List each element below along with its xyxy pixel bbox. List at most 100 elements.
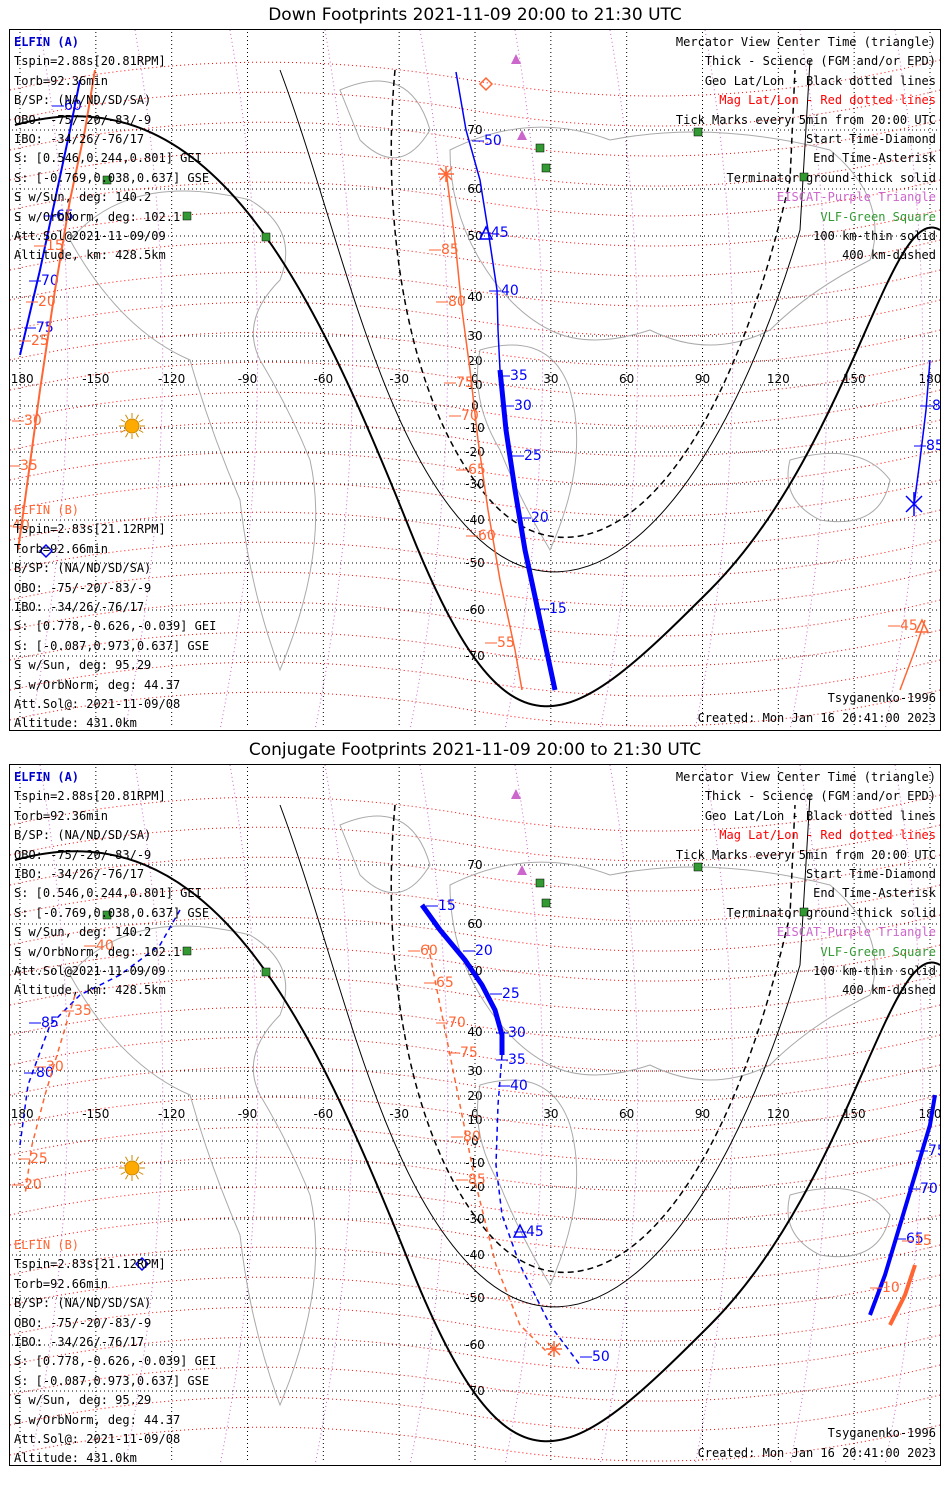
lon-label: 60	[619, 1107, 634, 1121]
sun-ray	[135, 414, 139, 420]
track-tick-label: 60	[478, 528, 496, 544]
track-tick-label: 55	[497, 635, 515, 651]
sc-b-line: B/SP: (NA/ND/SD/SA)	[14, 1296, 152, 1311]
track-tick-label: 85	[926, 438, 940, 454]
sc-a-line: S w/OrbNorm, deg: 102.1	[14, 209, 181, 224]
track-tick-label: 75	[928, 1143, 940, 1159]
sc-a-line: B/SP: (NA/ND/SD/SA)	[14, 828, 152, 843]
track-tick-label: 25	[502, 986, 520, 1002]
track-tick-label: 45	[491, 225, 509, 241]
mag-parallel	[10, 689, 940, 727]
track-b-west	[24, 994, 76, 1196]
track-b-west	[17, 69, 96, 551]
mag-meridian	[409, 30, 449, 730]
sc-b-line: Torb=92.66min	[14, 1276, 108, 1291]
diamond-icon	[478, 76, 494, 92]
track-tick-label: 35	[508, 1052, 526, 1068]
mag-parallel	[10, 1184, 940, 1222]
mag-parallel	[10, 914, 940, 952]
lon-label: 120	[767, 372, 790, 386]
sun-ray	[120, 1171, 126, 1175]
sc-a-line: Tspin=2.88s[20.81RPM]	[14, 54, 166, 69]
green-square-icon	[102, 175, 112, 185]
track-tick-label: 80	[932, 398, 940, 414]
track-tick-label: 75	[456, 375, 474, 391]
lat-label: -30	[465, 477, 485, 491]
mag-parallel	[10, 209, 940, 247]
mag-parallel	[10, 359, 940, 397]
track-a	[455, 71, 501, 371]
track-a-west	[19, 79, 81, 356]
coastline	[787, 452, 891, 523]
sc-b-line: S: [0.778,-0.626,-0.039] GEI	[14, 619, 217, 634]
mag-meridian	[884, 30, 924, 730]
coastline	[787, 1187, 891, 1258]
track-tick-label: 85	[41, 1015, 59, 1031]
sc-b-line: OBO: -75/-20/-83/-9	[14, 580, 152, 595]
sc-b-info-down: ELFIN (B) Tspin=2.83s[21.12RPM] Torb=92.…	[14, 501, 216, 734]
sc-b-label: ELFIN (B)	[14, 1238, 80, 1252]
mag-parallel	[10, 419, 940, 457]
mag-parallel	[10, 1124, 940, 1162]
sc-a-info-conjugate: ELFIN (A) Tspin=2.88s[20.81RPM] Torb=92.…	[14, 768, 209, 1001]
sc-a-line: S: [0.546,0.244,0.801] GEI	[14, 886, 202, 901]
track-tick-label: 35	[74, 1003, 92, 1019]
track-tick-label: 20	[24, 1177, 42, 1193]
legend-item: Start Time-Diamond	[805, 867, 936, 882]
sun-ray	[135, 432, 139, 438]
purple-triangle-icon	[511, 789, 521, 799]
sc-a-label: ELFIN (A)	[14, 770, 80, 784]
track-tick-label: 20	[475, 943, 493, 959]
lon-label: 0	[471, 1107, 479, 1121]
sc-b-line: Altitude: 431.0km	[14, 1451, 137, 1466]
map-canvas-conjugate: -180-150-120-90-60-300306090120150180706…	[10, 765, 940, 1465]
lat-label: -30	[465, 1212, 485, 1226]
track-tick-label: 70	[448, 1015, 466, 1031]
green-square-icon	[535, 878, 545, 888]
track-tick-label: 85	[441, 242, 459, 258]
mag-parallel	[10, 239, 940, 277]
sun-ray	[125, 414, 129, 420]
legend-item: VLF-Green Square	[820, 944, 936, 959]
legend-conjugate: Mercator View Center Time (triangle) Thi…	[676, 768, 936, 1001]
terminator-400km	[390, 69, 796, 539]
track-tick-label: 40	[510, 1078, 528, 1094]
lon-label: -90	[238, 372, 258, 386]
lat-label: -60	[465, 603, 485, 617]
track-tick-label: 60	[420, 943, 438, 959]
lat-label: -20	[465, 445, 485, 459]
sun-icon	[124, 1160, 140, 1176]
track-tick-label: 10	[882, 1280, 900, 1296]
track-tick-label: 70	[461, 408, 479, 424]
track-b-east	[899, 619, 926, 691]
track-b-east-science	[888, 1264, 917, 1326]
mag-parallel	[10, 509, 940, 547]
purple-triangle-icon	[511, 54, 521, 64]
track-tick-label: 70	[41, 273, 59, 289]
lat-label: 30	[467, 329, 482, 343]
lat-label: 0	[471, 1134, 479, 1148]
mag-parallel	[10, 1064, 940, 1102]
track-tick-label: 30	[514, 398, 532, 414]
sun-ray	[120, 1161, 126, 1165]
lon-label: 0	[471, 372, 479, 386]
lon-label: -30	[389, 372, 409, 386]
sc-b-line: S w/OrbNorm, deg: 44.37	[14, 677, 181, 692]
sc-b-line: S: [-0.087,0.973,0.637] GSE	[14, 638, 210, 653]
mag-parallel	[10, 1304, 940, 1342]
created-label: Created: Mon Jan 16 20:41:00 2023	[697, 710, 936, 725]
mag-parallel	[10, 824, 940, 862]
green-square-icon	[799, 172, 809, 182]
green-square-icon	[541, 163, 551, 173]
lat-label: -10	[465, 421, 485, 435]
track-a-west	[19, 909, 181, 1146]
map-panel-down: -180-150-120-90-60-300306090120150180706…	[9, 29, 941, 731]
sc-b-info-conjugate: ELFIN (B) Tspin=2.83s[21.12RPM] Torb=92.…	[14, 1236, 216, 1469]
sc-b-line: OBO: -75/-20/-83/-9	[14, 1315, 152, 1330]
mag-meridian	[314, 30, 354, 730]
mag-parallel	[10, 884, 940, 922]
sc-a-line: B/SP: (NA/ND/SD/SA)	[14, 93, 152, 108]
map-panel-conjugate: -180-150-120-90-60-300306090120150180706…	[9, 764, 941, 1466]
diamond-icon	[38, 543, 54, 559]
sc-a-line: Altitude, km: 428.5km	[14, 983, 166, 998]
